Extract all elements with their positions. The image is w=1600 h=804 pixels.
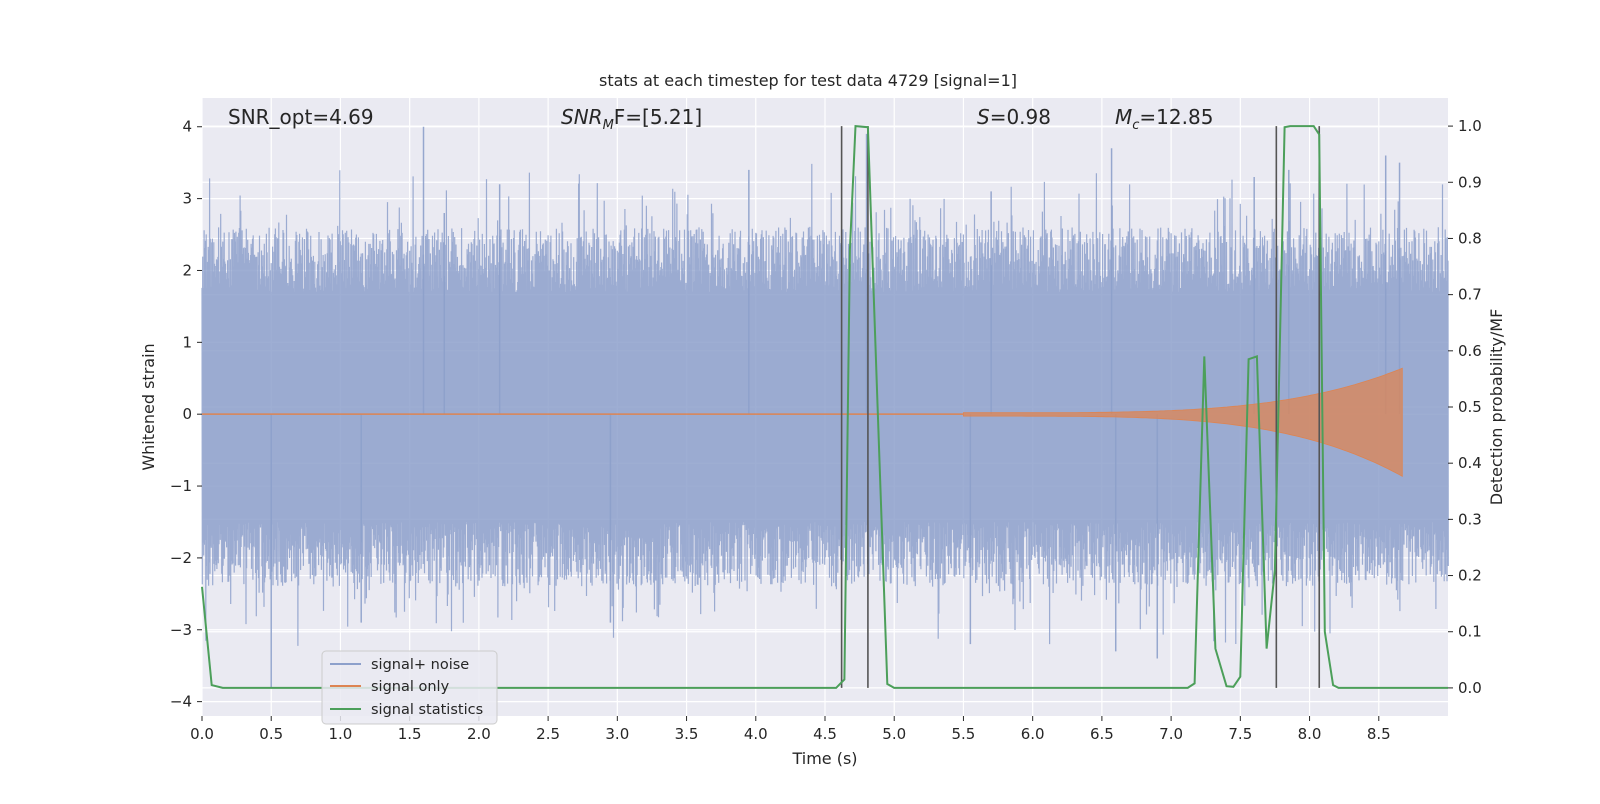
x-tick-label: 7.5 [1228, 725, 1252, 743]
y-right-axis-label: Detection probability/MF [1487, 309, 1506, 506]
series-signal-statistics [201, 125, 1448, 689]
y-right-tick-label: 0.7 [1458, 286, 1482, 304]
x-tick-label: 5.5 [952, 725, 976, 743]
annotation-snr-mf: SNRMF=[5.21] [561, 105, 702, 133]
x-tick-label: 6.5 [1090, 725, 1114, 743]
x-tick-label: 5.0 [882, 725, 906, 743]
x-tick-label: 1.5 [398, 725, 422, 743]
annotation-mc-rest: =12.85 [1139, 105, 1213, 129]
y-right-tick-label: 0.4 [1458, 454, 1482, 472]
legend: signal+ noise signal only signal statist… [321, 650, 498, 725]
y-right-tick-label: 0.2 [1458, 567, 1482, 585]
x-tick-label: 6.0 [1021, 725, 1045, 743]
x-tick-label: 2.5 [536, 725, 560, 743]
y-tick-label: −1 [170, 477, 192, 495]
y-ticks-right: 1.0 0.9 0.8 0.7 0.6 0.5 0.4 0.3 0.2 0.1 0.0 [1448, 117, 1482, 697]
chart-title: stats at each timestep for test data 472… [599, 71, 1017, 90]
y-tick-label: 2 [182, 261, 192, 279]
x-tick-label: 2.0 [467, 725, 491, 743]
y-right-tick-label: 1.0 [1458, 117, 1482, 135]
x-tick-label: 3.0 [605, 725, 629, 743]
y-right-tick-label: 0.8 [1458, 229, 1482, 247]
x-tick-label: 7.0 [1159, 725, 1183, 743]
x-tick-label: 4.5 [813, 725, 837, 743]
annotation-mc-sub: c [1132, 118, 1139, 133]
y-right-tick-label: 0.5 [1458, 398, 1482, 416]
annotation-s-rest: =0.98 [990, 105, 1051, 129]
series-signal-only [202, 367, 1403, 477]
y-axis-label: Whitened strain [139, 343, 158, 470]
x-tick-label: 0.0 [190, 725, 214, 743]
y-ticks-left: 4 3 2 1 0 −1 −2 −3 −4 [170, 118, 202, 711]
y-tick-label: 0 [182, 405, 192, 423]
y-right-tick-label: 0.9 [1458, 173, 1482, 191]
annotation-s: S=0.98 [977, 105, 1051, 129]
y-right-tick-label: 0.3 [1458, 510, 1482, 528]
annotation-mc: Mc=12.85 [1115, 105, 1213, 133]
noise-trace [201, 163, 1449, 646]
x-tick-label: 8.5 [1367, 725, 1391, 743]
annotation-s-base: S [977, 105, 990, 129]
annotation-snr-mf-sub: M [603, 118, 614, 133]
x-tick-label: 0.5 [259, 725, 283, 743]
y-tick-label: −3 [170, 621, 192, 639]
x-tick-label: 3.5 [675, 725, 699, 743]
legend-label-signal-noise: signal+ noise [371, 657, 469, 673]
y-tick-label: 4 [182, 118, 192, 136]
stat-line [201, 125, 1448, 689]
x-tick-label: 8.0 [1298, 725, 1322, 743]
series-signal-noise [201, 126, 1449, 688]
y-tick-label: 1 [182, 333, 192, 351]
y-tick-label: −2 [170, 549, 192, 567]
y-tick-label: 3 [182, 190, 192, 208]
y-right-tick-label: 0.0 [1458, 679, 1482, 697]
x-ticks: 0.0 0.5 1.0 1.5 2.0 2.5 3.0 3.5 4.0 4.5 5.0 5.5 6.0 6… [190, 716, 1391, 743]
y-right-tick-label: 0.6 [1458, 342, 1482, 360]
annotation-snr-opt: SNR_opt=4.69 [228, 105, 374, 129]
annotation-snr-mf-base: SNR [561, 105, 603, 129]
annotation-snr-mf-rest: F=[5.21] [614, 105, 702, 129]
legend-box [321, 650, 498, 725]
y-right-tick-label: 0.1 [1458, 623, 1482, 641]
annotation-mc-base: M [1115, 105, 1132, 129]
x-axis-label: Time (s) [791, 749, 857, 768]
legend-label-signal-only: signal only [371, 679, 450, 695]
x-tick-label: 1.0 [329, 725, 353, 743]
legend-label-signal-statistics: signal statistics [371, 702, 483, 718]
y-tick-label: −4 [170, 693, 192, 711]
x-tick-label: 4.0 [744, 725, 768, 743]
signal-chirp [963, 367, 1403, 477]
